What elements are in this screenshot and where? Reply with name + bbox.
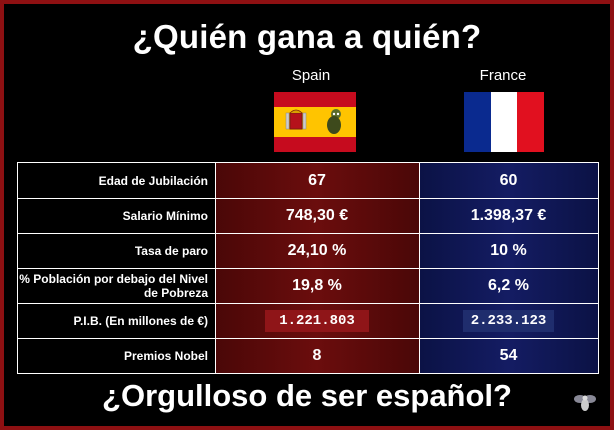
column-divider (419, 163, 420, 373)
france-pib-badge: 2.233.123 (462, 309, 555, 332)
page-title: ¿Quién gana a quién? (132, 18, 482, 55)
france-flag-icon (464, 92, 545, 152)
spain-value: 748,30 € (215, 198, 419, 233)
row-label: Edad de Jubilación (18, 163, 215, 198)
spain-pib-badge: 1.221.803 (265, 309, 369, 332)
spain-value: 19,8 % (215, 268, 419, 303)
row-label: Salario Mínimo (18, 198, 215, 233)
france-value: 60 (419, 163, 598, 198)
row-divider (18, 338, 598, 339)
france-value-cell: 2.233.123 (419, 303, 598, 338)
table-row: Salario Mínimo 748,30 € 1.398,37 € (18, 198, 598, 233)
footer-slogan: ¿Orgulloso de ser español? (102, 378, 512, 413)
row-divider (18, 198, 598, 199)
row-label: P.I.B. (En millones de €) (18, 303, 215, 338)
table-row: Edad de Jubilación 67 60 (18, 163, 598, 198)
spain-flag-icon (274, 92, 356, 152)
table-row: % Población por debajo del Nivel de Pobr… (18, 268, 598, 303)
comparison-table: Edad de Jubilación 67 60 Salario Mínimo … (17, 162, 599, 374)
country-label-france: France (479, 67, 527, 84)
fly-icon (574, 395, 596, 411)
row-label: Premios Nobel (18, 338, 215, 373)
row-label: % Población por debajo del Nivel de Pobr… (18, 268, 215, 303)
france-value: 54 (419, 338, 598, 373)
spain-value: 24,10 % (215, 233, 419, 268)
row-divider (18, 233, 598, 234)
table-row: Tasa de paro 24,10 % 10 % (18, 233, 598, 268)
spain-value: 67 (215, 163, 419, 198)
spain-value: 8 (215, 338, 419, 373)
france-value: 1.398,37 € (419, 198, 598, 233)
spain-value-cell: 1.221.803 (215, 303, 419, 338)
country-label-spain: Spain (291, 67, 331, 84)
france-value: 6,2 % (419, 268, 598, 303)
table-row: P.I.B. (En millones de €) 1.221.803 2.23… (18, 303, 598, 338)
row-label: Tasa de paro (18, 233, 215, 268)
row-divider (18, 268, 598, 269)
table-row: Premios Nobel 8 54 (18, 338, 598, 373)
row-divider (18, 303, 598, 304)
column-divider (215, 163, 216, 373)
france-value: 10 % (419, 233, 598, 268)
